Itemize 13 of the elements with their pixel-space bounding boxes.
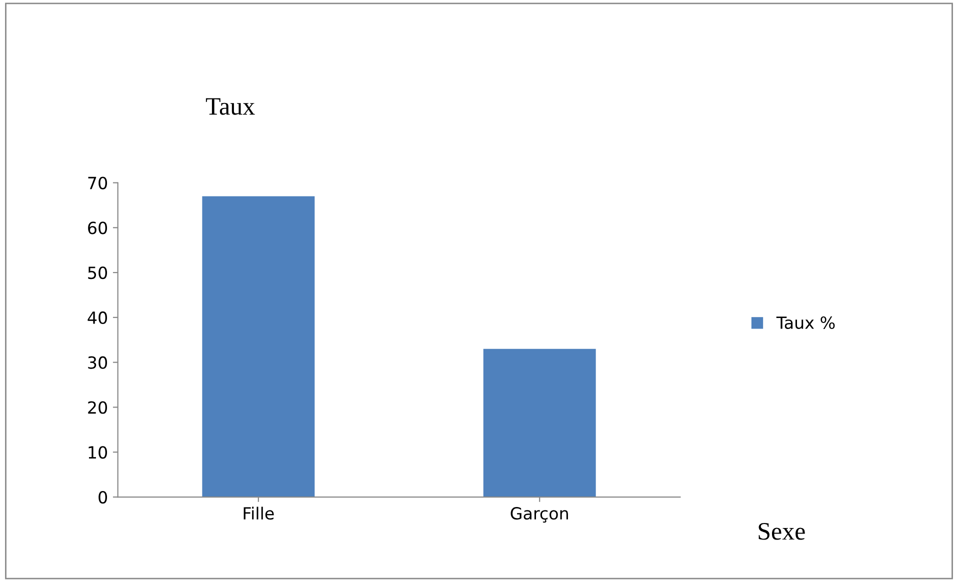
x-axis-title: Sexe bbox=[758, 522, 805, 540]
y-tick-label: 60 bbox=[88, 222, 108, 234]
y-axis-title: Taux bbox=[206, 98, 255, 115]
y-tick-label: 30 bbox=[88, 356, 108, 369]
y-tick-label: 10 bbox=[88, 446, 108, 459]
y-tick-label: 40 bbox=[88, 311, 108, 324]
legend-label: Taux % bbox=[776, 316, 835, 330]
y-tick-label: 20 bbox=[88, 401, 108, 414]
y-tick-label: 70 bbox=[88, 176, 108, 190]
x-tick-label: Garçon bbox=[510, 507, 568, 523]
y-tick-label: 50 bbox=[88, 266, 108, 280]
x-tick-label: Fille bbox=[244, 506, 274, 520]
y-tick-label: 0 bbox=[98, 490, 108, 504]
